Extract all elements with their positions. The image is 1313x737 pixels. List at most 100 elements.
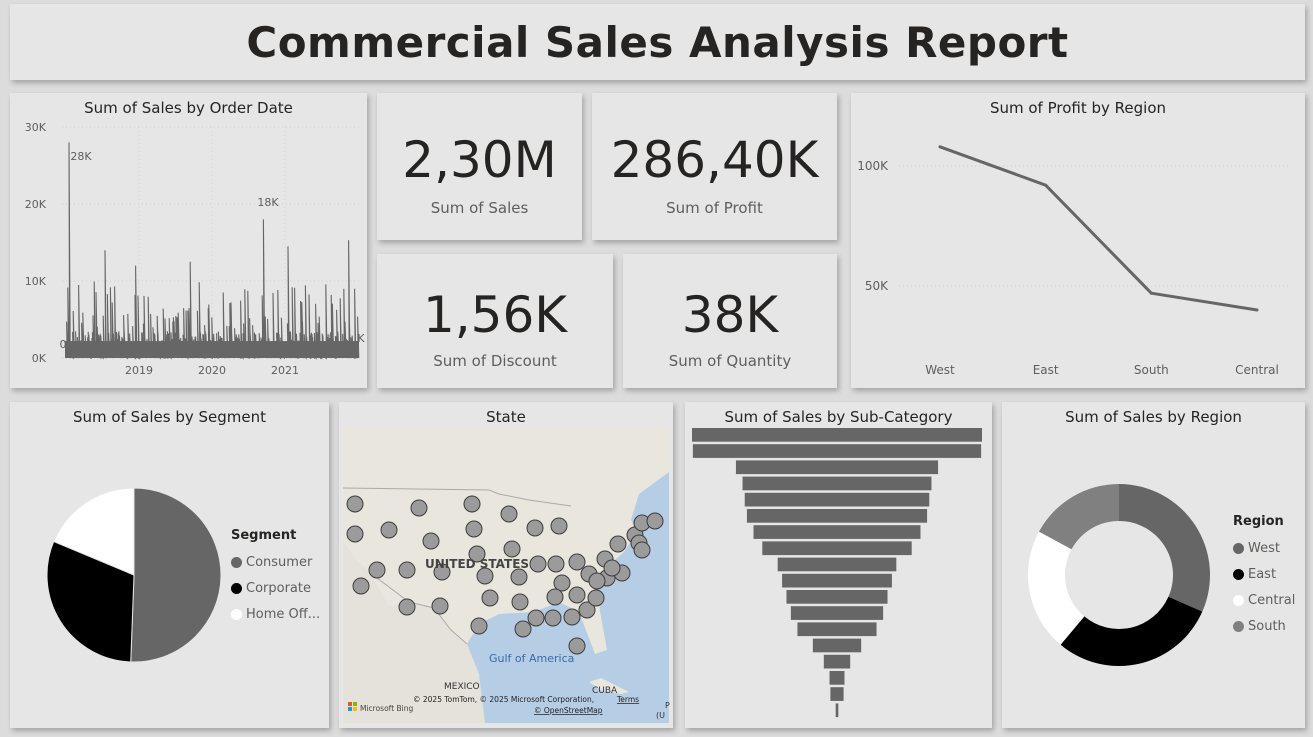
- y-tick-label: 20K: [25, 198, 47, 211]
- state-bubble: [380, 521, 398, 539]
- map-gulf-label: Gulf of America: [489, 652, 574, 665]
- legend-item[interactable]: South: [1233, 613, 1295, 639]
- legend-label: Consumer: [246, 554, 313, 570]
- sales-by-date-chart[interactable]: Sum of Sales by Order Date 30K 20K 10K 0K 20…: [10, 93, 367, 388]
- map-cuba-label: CUBA: [592, 686, 618, 696]
- funnel-bar: [753, 525, 921, 539]
- funnel-bar: [742, 476, 932, 491]
- kpi-quantity-card[interactable]: 38K Sum of Quantity: [623, 254, 837, 388]
- profit-by-region-chart[interactable]: Sum of Profit by Region 100K 50K West East S…: [851, 93, 1305, 388]
- slice-south: [1038, 484, 1119, 550]
- funnel-bar: [782, 573, 892, 588]
- kpi-quantity-value: 38K: [681, 286, 779, 344]
- map-terms-link[interactable]: Terms: [616, 695, 639, 704]
- legend-item[interactable]: Central: [1233, 587, 1295, 613]
- chart-title: Sum of Sales by Segment: [73, 408, 266, 426]
- x-tick-label: 2021: [271, 364, 299, 377]
- map-edge-label: (U: [656, 711, 665, 720]
- funnel-bar: [790, 606, 884, 620]
- state-bubble: [433, 563, 451, 581]
- state-bubble: [470, 617, 488, 635]
- slice-consumer: [130, 487, 222, 663]
- state-bubble: [544, 609, 562, 627]
- state-bubble: [476, 567, 494, 585]
- profit-point: [938, 145, 942, 149]
- kpi-discount-card[interactable]: 1,56K Sum of Discount: [377, 254, 613, 388]
- profit-by-region-plot: 100K 50K West East South Central: [857, 145, 1291, 377]
- state-bubble: [563, 608, 581, 626]
- legend-dot: [1233, 594, 1244, 606]
- legend-dot: [231, 556, 242, 568]
- funnel-bar: [692, 444, 982, 458]
- y-tick-label: 100K: [857, 159, 889, 173]
- state-bubble: [514, 620, 532, 638]
- legend-label: Corporate: [246, 580, 311, 596]
- segment-pie: [46, 487, 222, 663]
- map-attribution: © 2025 TomTom, © 2025 Microsoft Corporat…: [413, 695, 594, 704]
- y-tick-label: 10K: [25, 275, 47, 288]
- state-bubble: [529, 555, 547, 573]
- report-title: Commercial Sales Analysis Report: [246, 17, 1069, 67]
- map-country-label: UNITED STATES: [425, 557, 529, 571]
- legend-label: Central: [1248, 592, 1296, 608]
- state-bubble: [568, 637, 586, 655]
- state-bubble: [468, 545, 486, 563]
- state-bubble: [553, 574, 571, 592]
- slice-corporate: [46, 540, 135, 663]
- funnel-bar: [692, 428, 982, 442]
- chart-title: Sum of Sales by Order Date: [84, 99, 293, 117]
- state-bubble: [646, 512, 664, 530]
- data-label: 0: [60, 338, 67, 351]
- state-bubble: [511, 593, 529, 611]
- chart-title: State: [486, 408, 526, 426]
- data-label: 28K: [70, 150, 92, 163]
- sales-by-region-chart[interactable]: Sum of Sales by Region Region West East …: [1002, 402, 1305, 728]
- state-bubble: [633, 541, 651, 559]
- state-bubble: [463, 495, 481, 513]
- funnel-bar: [835, 703, 839, 718]
- legend-item[interactable]: Consumer: [231, 549, 320, 575]
- legend-item[interactable]: Home Off...: [231, 601, 320, 627]
- state-map[interactable]: UNITED STATES Gulf of America MEXICO CUB…: [339, 402, 673, 728]
- legend-label: West: [1248, 540, 1280, 556]
- profit-line: [939, 145, 1258, 312]
- sales-series-line: [65, 142, 360, 361]
- state-bubble: [510, 568, 528, 586]
- state-bubble: [500, 505, 518, 523]
- region-legend: Region West East Central South: [1233, 514, 1295, 639]
- x-tick-label: East: [1033, 363, 1059, 377]
- data-label: K: [357, 332, 365, 345]
- data-label: 18K: [257, 196, 279, 209]
- state-bubble: [503, 540, 521, 558]
- region-donut: [1028, 484, 1210, 666]
- state-bubble: [398, 598, 416, 616]
- funnel-bar: [735, 460, 939, 475]
- x-tick-label: 2019: [125, 364, 153, 377]
- state-bubble: [587, 589, 605, 607]
- legend-item[interactable]: Corporate: [231, 575, 320, 601]
- state-bubble: [346, 495, 364, 513]
- legend-item[interactable]: East: [1233, 561, 1295, 587]
- kpi-profit-card[interactable]: 286,40K Sum of Profit: [592, 93, 837, 240]
- legend-item[interactable]: West: [1233, 535, 1295, 561]
- kpi-discount-label: Sum of Discount: [433, 352, 557, 370]
- state-bubble: [550, 517, 568, 535]
- funnel-bar: [829, 671, 845, 685]
- sales-by-segment-chart[interactable]: Sum of Sales by Segment Segment Consumer…: [10, 402, 329, 728]
- profit-point: [1255, 308, 1259, 312]
- slice-central: [1028, 531, 1085, 645]
- funnel-bar: [830, 687, 844, 701]
- kpi-sales-card[interactable]: 2,30M Sum of Sales: [377, 93, 582, 240]
- legend-dot: [1233, 542, 1244, 554]
- kpi-sales-label: Sum of Sales: [430, 199, 529, 217]
- state-map-visual[interactable]: State UNITED STATES Gulf of America MEXI…: [339, 402, 673, 728]
- sales-by-subcategory-chart[interactable]: Sum of Sales by Sub-Category: [685, 402, 992, 728]
- state-bubble: [588, 572, 606, 590]
- y-tick-label: 0K: [32, 352, 47, 365]
- funnel-bar: [786, 590, 888, 604]
- map-osm-link[interactable]: © OpenStreetMap: [534, 706, 603, 715]
- x-tick-label: South: [1134, 363, 1169, 377]
- funnel-bar: [797, 622, 877, 637]
- chart-title: Sum of Sales by Sub-Category: [724, 408, 953, 426]
